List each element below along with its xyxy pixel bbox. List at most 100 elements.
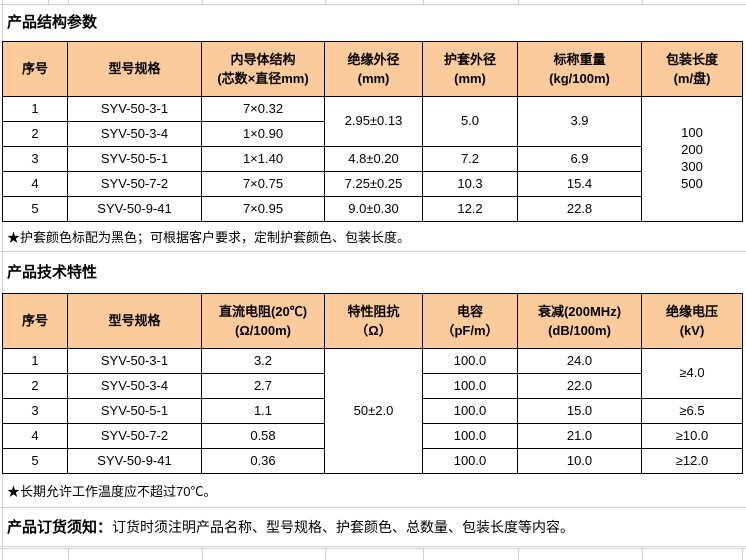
cell-attenuation: 15.0 xyxy=(517,398,642,424)
cell-insulation-voltage: ≥12.0 xyxy=(641,448,743,474)
gridline xyxy=(642,549,643,560)
gridline xyxy=(325,0,326,4)
gridline xyxy=(423,0,424,4)
table-row: 4 SYV-50-7-2 7×0.75 7.25±0.25 10.3 15.4 xyxy=(2,171,743,197)
col-header-model: 型号规格 xyxy=(67,293,202,349)
cell-impedance: 50±2.0 xyxy=(324,348,423,474)
cell-no: 4 xyxy=(2,171,68,197)
cell-conductor: 7×0.75 xyxy=(201,171,325,197)
cell-jacket-od: 12.2 xyxy=(422,196,518,222)
cell-dc-resistance: 3.2 xyxy=(201,348,325,374)
gridline xyxy=(48,0,49,4)
col-header-packing: 包装长度 (m/盘) xyxy=(641,41,743,97)
cell-conductor: 1×1.40 xyxy=(201,146,325,172)
table-row: 5 SYV-50-9-41 0.36 100.0 10.0 ≥12.0 xyxy=(2,448,743,474)
col-header-conductor: 内导体结构 (芯数×直径mm) xyxy=(201,41,325,97)
order-notice-label: 产品订货须知： xyxy=(7,519,113,536)
table-row: 1 SYV-50-3-1 3.2 50±2.0 100.0 24.0 ≥4.0 xyxy=(2,348,743,474)
cell-jacket-od: 7.2 xyxy=(422,146,518,172)
cell-conductor: 7×0.95 xyxy=(201,196,325,222)
cell-dc-resistance: 0.58 xyxy=(201,423,325,449)
table-header-row: 序号 型号规格 直流电阻(20℃) (Ω/100m) 特性阻抗 （Ω） 电容 （… xyxy=(2,293,743,349)
cell-conductor: 7×0.32 xyxy=(201,96,325,122)
gridline xyxy=(2,549,3,560)
technical-characteristics-table: 序号 型号规格 直流电阻(20℃) (Ω/100m) 特性阻抗 （Ω） 电容 （… xyxy=(2,293,743,474)
cell-model: SYV-50-3-1 xyxy=(67,348,202,374)
cell-model: SYV-50-3-4 xyxy=(67,121,202,147)
cell-weight: 3.9 xyxy=(517,96,642,147)
col-header-no: 序号 xyxy=(2,41,68,97)
cell-model: SYV-50-9-41 xyxy=(67,448,202,474)
cell-model: SYV-50-3-1 xyxy=(67,96,202,122)
cell-model: SYV-50-3-4 xyxy=(67,373,202,399)
gridline xyxy=(202,549,203,560)
cell-attenuation: 22.0 xyxy=(517,373,642,399)
table-row: 1 SYV-50-3-1 7×0.32 2.95±0.13 5.0 3.9 10… xyxy=(2,96,743,222)
cell-model: SYV-50-9-41 xyxy=(67,196,202,222)
cell-attenuation: 21.0 xyxy=(517,423,642,449)
cell-insulation-od: 2.95±0.13 xyxy=(324,96,423,147)
col-header-model: 型号规格 xyxy=(67,41,202,97)
col-header-capacitance: 电容 （pF/m） xyxy=(422,293,518,349)
cell-no: 5 xyxy=(2,196,68,222)
gridline xyxy=(202,0,203,4)
table-row: 4 SYV-50-7-2 0.58 100.0 21.0 ≥10.0 xyxy=(2,423,743,449)
cell-capacitance: 100.0 xyxy=(422,448,518,474)
cell-no: 1 xyxy=(2,96,68,122)
cell-no: 3 xyxy=(2,146,68,172)
col-header-insulation-voltage: 绝缘电压 (kV) xyxy=(641,293,743,349)
order-notice-text: 订货时须注明产品名称、型号规格、护套颜色、总数量、包装长度等内容。 xyxy=(112,519,575,535)
cell-capacitance: 100.0 xyxy=(422,373,518,399)
cell-insulation-voltage: ≥6.5 xyxy=(641,398,743,424)
gridline xyxy=(518,549,519,560)
gridline xyxy=(423,549,424,560)
section1-footnote: ★护套颜色标配为黑色；可根据客户要求，定制护套颜色、包装长度。 xyxy=(0,224,746,252)
cell-weight: 6.9 xyxy=(517,146,642,172)
cell-dc-resistance: 1.1 xyxy=(201,398,325,424)
cell-insulation-voltage: ≥4.0 xyxy=(641,348,743,399)
col-header-insulation-od: 绝缘外径 (mm) xyxy=(324,41,423,97)
cell-conductor: 1×0.90 xyxy=(201,121,325,147)
gridline xyxy=(742,549,743,560)
cell-packing-lengths: 100 200 300 500 xyxy=(641,96,743,222)
cell-insulation-od: 9.0±0.30 xyxy=(324,196,423,222)
gridline xyxy=(642,0,643,4)
cell-insulation-voltage: ≥10.0 xyxy=(641,423,743,449)
cell-jacket-od: 5.0 xyxy=(422,96,518,147)
cell-weight: 15.4 xyxy=(517,171,642,197)
col-header-impedance: 特性阻抗 （Ω） xyxy=(324,293,423,349)
sheet-left-gridline xyxy=(2,0,3,547)
col-header-dc-resistance: 直流电阻(20℃) (Ω/100m) xyxy=(201,293,325,349)
cell-dc-resistance: 0.36 xyxy=(201,448,325,474)
cell-capacitance: 100.0 xyxy=(422,348,518,374)
cell-no: 1 xyxy=(2,348,68,374)
table-header-row: 序号 型号规格 内导体结构 (芯数×直径mm) 绝缘外径 (mm) 护套外径 (… xyxy=(2,41,743,97)
cell-attenuation: 10.0 xyxy=(517,448,642,474)
table-row: 3 SYV-50-5-1 1.1 100.0 15.0 ≥6.5 xyxy=(2,398,743,424)
grid-strip-bottom xyxy=(0,548,746,560)
grid-strip-top xyxy=(0,0,746,5)
cell-no: 4 xyxy=(2,423,68,449)
gridline xyxy=(68,549,69,560)
cell-insulation-od: 7.25±0.25 xyxy=(324,171,423,197)
gridline xyxy=(68,0,69,4)
structure-parameters-table: 序号 型号规格 内导体结构 (芯数×直径mm) 绝缘外径 (mm) 护套外径 (… xyxy=(2,41,743,222)
cell-jacket-od: 10.3 xyxy=(422,171,518,197)
cell-model: SYV-50-5-1 xyxy=(67,398,202,424)
cell-capacitance: 100.0 xyxy=(422,398,518,424)
cell-no: 5 xyxy=(2,448,68,474)
cell-insulation-od: 4.8±0.20 xyxy=(324,146,423,172)
section2-title: 产品技术特性 xyxy=(7,264,98,281)
gridline xyxy=(325,549,326,560)
col-header-no: 序号 xyxy=(2,293,68,349)
gridline xyxy=(518,0,519,4)
cell-dc-resistance: 2.7 xyxy=(201,373,325,399)
order-notice-row: 产品订货须知：订货时须注明产品名称、型号规格、护套颜色、总数量、包装长度等内容。 xyxy=(0,508,746,547)
cell-model: SYV-50-5-1 xyxy=(67,146,202,172)
cell-attenuation: 24.0 xyxy=(517,348,642,374)
table-row: 3 SYV-50-5-1 1×1.40 4.8±0.20 7.2 6.9 xyxy=(2,146,743,172)
cell-capacitance: 100.0 xyxy=(422,423,518,449)
cell-no: 3 xyxy=(2,398,68,424)
cell-no: 2 xyxy=(2,121,68,147)
